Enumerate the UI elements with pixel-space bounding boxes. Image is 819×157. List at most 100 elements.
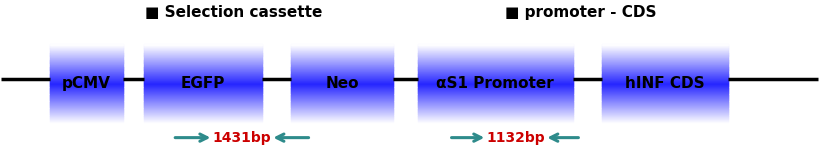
Bar <box>291 108 393 109</box>
Bar <box>50 81 124 82</box>
Bar <box>50 85 124 86</box>
Bar <box>602 63 728 64</box>
Bar <box>602 76 728 77</box>
Bar <box>144 95 262 96</box>
Bar <box>602 116 728 117</box>
Bar <box>602 109 728 110</box>
Bar <box>291 74 393 75</box>
Bar <box>144 115 262 116</box>
Bar <box>602 97 728 98</box>
Bar <box>418 59 573 60</box>
Bar <box>144 82 262 83</box>
Bar <box>418 114 573 115</box>
Bar <box>291 63 393 64</box>
Bar <box>418 109 573 110</box>
Bar <box>144 97 262 98</box>
Bar <box>50 63 124 64</box>
Bar <box>291 57 393 58</box>
Bar <box>50 87 124 88</box>
Bar <box>291 47 393 48</box>
Bar <box>418 50 573 51</box>
Bar <box>418 60 573 61</box>
Bar <box>602 113 728 114</box>
Bar <box>50 66 124 67</box>
Bar <box>144 64 262 65</box>
Bar <box>418 57 573 58</box>
Bar <box>50 109 124 110</box>
Bar <box>144 107 262 108</box>
Bar <box>50 101 124 102</box>
Bar <box>144 53 262 54</box>
Bar <box>418 96 573 97</box>
Bar <box>291 110 393 111</box>
Bar <box>144 48 262 49</box>
Bar <box>50 54 124 55</box>
Bar <box>291 118 393 119</box>
Bar <box>418 112 573 113</box>
Bar <box>602 95 728 96</box>
Bar <box>144 94 262 95</box>
Bar <box>291 88 393 89</box>
Bar <box>602 104 728 105</box>
Bar <box>602 113 728 114</box>
Bar <box>418 76 573 77</box>
Bar <box>50 60 124 61</box>
Bar <box>602 51 728 52</box>
Bar <box>602 112 728 113</box>
Bar <box>418 92 573 93</box>
Bar <box>602 79 728 80</box>
Bar <box>602 64 728 65</box>
Bar <box>418 100 573 101</box>
Bar <box>418 50 573 51</box>
Bar <box>602 47 728 48</box>
Bar <box>50 57 124 58</box>
Bar <box>291 50 393 51</box>
Bar <box>144 88 262 89</box>
Bar <box>50 118 124 119</box>
Bar <box>144 89 262 90</box>
Bar <box>602 60 728 61</box>
Bar <box>144 74 262 75</box>
Bar <box>291 116 393 117</box>
Bar <box>291 84 393 85</box>
Bar <box>291 109 393 110</box>
Bar <box>418 48 573 49</box>
Bar <box>50 46 124 47</box>
Bar <box>50 118 124 119</box>
Bar <box>50 100 124 101</box>
Bar <box>418 117 573 118</box>
Bar <box>418 91 573 92</box>
Bar <box>602 111 728 112</box>
Bar <box>144 96 262 97</box>
Bar <box>602 99 728 100</box>
Bar <box>418 51 573 52</box>
Bar <box>50 97 124 98</box>
Bar <box>418 113 573 114</box>
Bar <box>50 70 124 71</box>
Bar <box>418 118 573 119</box>
Bar <box>50 81 124 82</box>
Bar <box>144 102 262 103</box>
Bar <box>602 81 728 82</box>
Bar <box>291 86 393 87</box>
Bar <box>50 59 124 60</box>
Bar <box>602 85 728 86</box>
Bar <box>418 62 573 63</box>
Bar <box>50 85 124 86</box>
Bar <box>50 104 124 105</box>
Bar <box>291 49 393 50</box>
Bar <box>144 70 262 71</box>
Bar <box>418 52 573 53</box>
Bar <box>291 76 393 77</box>
Bar <box>418 106 573 107</box>
Bar <box>418 103 573 104</box>
Bar <box>291 114 393 115</box>
Bar <box>602 65 728 66</box>
Bar <box>291 85 393 86</box>
Bar <box>291 119 393 120</box>
Bar <box>418 120 573 121</box>
Bar <box>144 75 262 76</box>
Bar <box>144 79 262 80</box>
Bar <box>144 76 262 77</box>
Bar <box>50 95 124 96</box>
